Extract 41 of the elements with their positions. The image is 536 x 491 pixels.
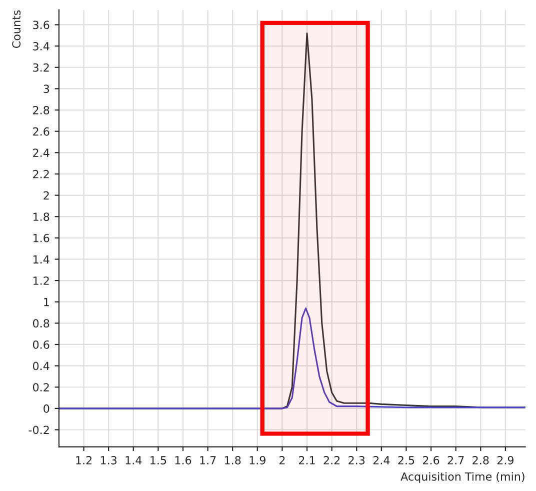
x-tick-label: 2.1 [298,456,315,464]
y-tick-label: 0 [44,404,50,413]
x-tick-label: 2.7 [448,456,464,464]
x-tick-label: 1.9 [250,456,266,464]
x-tick-label: 1.2 [76,456,92,464]
y-tick-label: 3.4 [33,42,50,50]
y-tick-label: 3.2 [33,63,49,72]
y-tick-label: 0.6 [32,340,50,349]
y-tick-label: 2.8 [33,106,50,114]
y-tick-label: 0.4 [32,362,50,370]
y-tick-label: 1.6 [33,234,50,242]
y-tick-label: 3 [44,84,50,94]
y-tick-label: 0.8 [32,319,50,328]
y-tick-label: 0.2 [32,383,49,392]
y-tick-label: 2 [44,191,49,200]
x-tick-label: 2.9 [497,456,514,464]
x-axis-title: Acquisition Time (min) [400,472,524,483]
y-tick-label: -0.2 [28,426,49,434]
x-tick-label: 1.7 [200,456,216,464]
x-tick-label: 2.8 [472,456,489,464]
x-tick-label: 2.2 [324,456,340,464]
x-tick-label: 2 [279,456,285,464]
y-axis-title: Counts [12,10,21,48]
y-tick-label: 2.6 [33,127,50,136]
x-tick-label: 1.8 [224,456,241,464]
x-tick-label: 1.3 [100,456,117,464]
x-tick-label: 1.5 [150,456,166,464]
x-tick-label: 2.6 [423,456,440,464]
y-tick-label: 2.4 [33,148,50,157]
y-tick-label: 2.2 [33,170,49,178]
x-tick-label: 2.5 [398,456,414,464]
x-tick-label: 1.4 [126,456,142,464]
y-tick-label: 1 [44,298,49,306]
y-tick-label: 1.4 [33,255,50,264]
x-tick-label: 1.6 [175,456,192,464]
x-tick-label: 2.4 [373,456,390,464]
line-series [58,307,526,410]
y-tick-label: 3.6 [33,20,50,30]
y-tick-label: 1.8 [33,212,50,221]
x-tick-label: 2.3 [348,456,365,464]
y-tick-label: 1.2 [33,276,49,285]
